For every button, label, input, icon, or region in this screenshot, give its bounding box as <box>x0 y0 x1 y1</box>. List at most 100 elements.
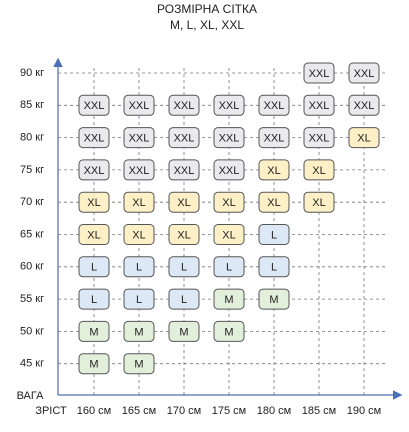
size-box <box>213 127 245 149</box>
size-box <box>78 94 110 116</box>
size-box <box>258 94 290 116</box>
size-label: XL <box>87 197 100 209</box>
size-label: XL <box>87 229 100 241</box>
size-box <box>78 127 110 149</box>
size-box <box>123 94 155 116</box>
size-box <box>168 159 200 181</box>
size-label: XXL <box>219 133 240 145</box>
size-label: XXL <box>264 133 285 145</box>
size-label: XL <box>177 197 190 209</box>
size-box <box>303 94 335 116</box>
x-label: 190 см <box>347 405 381 417</box>
size-label: XXL <box>129 100 150 112</box>
size-box <box>78 191 110 213</box>
size-box <box>123 256 155 278</box>
size-label: L <box>181 262 187 274</box>
size-label: XXL <box>309 133 330 145</box>
size-label: XXL <box>219 165 240 177</box>
size-box <box>78 320 110 342</box>
y-label: 45 кг <box>20 358 44 370</box>
size-label: XL <box>267 197 280 209</box>
size-label: M <box>269 294 278 306</box>
size-label: L <box>181 294 187 306</box>
size-label: L <box>91 262 97 274</box>
size-label: M <box>89 326 98 338</box>
size-box <box>348 94 380 116</box>
size-box <box>213 159 245 181</box>
size-label: L <box>226 262 232 274</box>
y-label: 65 кг <box>20 228 44 240</box>
size-label: M <box>224 326 233 338</box>
size-box <box>78 224 110 245</box>
subtitle: M, L, XL, XXL <box>170 18 244 32</box>
size-label: XL <box>177 229 190 241</box>
size-label: L <box>271 229 277 241</box>
x-label: 170 см <box>167 405 201 417</box>
size-box <box>123 353 155 375</box>
x-label: 160 см <box>77 405 111 417</box>
size-box <box>123 191 155 213</box>
size-label: XL <box>132 229 145 241</box>
size-label: XL <box>357 133 370 145</box>
size-label: XXL <box>84 100 105 112</box>
size-label: XL <box>132 197 145 209</box>
size-box <box>123 320 155 342</box>
size-label: M <box>134 326 143 338</box>
size-box <box>303 191 335 213</box>
x-label: 165 см <box>122 405 156 417</box>
size-label: XL <box>312 197 325 209</box>
size-label: XXL <box>309 68 330 80</box>
size-label: M <box>224 294 233 306</box>
size-label: M <box>89 359 98 371</box>
size-box <box>78 288 110 310</box>
size-label: XXL <box>129 165 150 177</box>
size-label: XXL <box>174 165 195 177</box>
size-label: XXL <box>309 100 330 112</box>
size-box <box>213 191 245 213</box>
size-box <box>258 224 290 245</box>
size-label: L <box>271 262 277 274</box>
size-label: XXL <box>129 133 150 145</box>
size-box <box>78 159 110 181</box>
y-label: 80 кг <box>20 132 44 144</box>
size-label: L <box>136 294 142 306</box>
x-axis-label: ЗРІСТ <box>35 405 67 417</box>
size-label: XXL <box>84 165 105 177</box>
size-box <box>213 224 245 245</box>
size-box <box>123 159 155 181</box>
size-label: M <box>134 359 143 371</box>
x-label: 175 см <box>212 405 246 417</box>
size-box <box>258 288 290 310</box>
y-label: 85 кг <box>20 99 44 111</box>
y-axis-label: ВАГА <box>17 390 45 402</box>
size-box <box>168 256 200 278</box>
size-label: XL <box>267 165 280 177</box>
size-label: XXL <box>354 100 375 112</box>
y-label: 90 кг <box>20 67 44 79</box>
size-box <box>123 127 155 149</box>
size-label: XXL <box>354 68 375 80</box>
size-box <box>258 256 290 278</box>
size-box <box>213 320 245 342</box>
size-box <box>168 191 200 213</box>
size-box <box>78 353 110 375</box>
size-box <box>168 224 200 245</box>
size-box <box>168 288 200 310</box>
size-box <box>258 159 290 181</box>
size-box <box>123 288 155 310</box>
size-box <box>213 94 245 116</box>
size-box <box>213 288 245 310</box>
size-label: XXL <box>174 100 195 112</box>
size-box <box>213 256 245 278</box>
size-label: XXL <box>84 133 105 145</box>
x-label: 185 см <box>302 405 336 417</box>
size-label: L <box>136 262 142 274</box>
size-label: XXL <box>174 133 195 145</box>
size-box <box>78 256 110 278</box>
size-box <box>258 127 290 149</box>
title: РОЗМІРНА СІТКА <box>157 2 257 16</box>
y-label: 75 кг <box>20 164 44 176</box>
size-box <box>348 62 380 84</box>
size-label: XXL <box>264 100 285 112</box>
